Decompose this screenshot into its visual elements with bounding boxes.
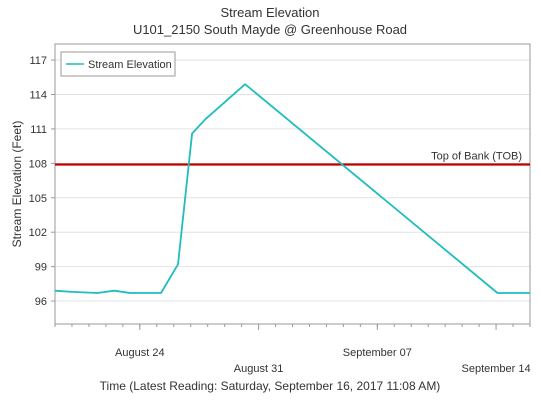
x-axis-label: Time (Latest Reading: Saturday, Septembe… (99, 379, 441, 393)
x-tick-label: September 14 (462, 363, 531, 375)
y-tick-label: 117 (29, 55, 47, 67)
y-axis-label: Stream Elevation (Feet) (10, 121, 24, 248)
chart-subtitle: U101_2150 South Mayde @ Greenhouse Road (132, 22, 408, 37)
y-tick-label: 108 (29, 158, 47, 170)
y-tick-label: 99 (35, 262, 47, 274)
y-tick-label: 114 (29, 89, 47, 101)
y-tick-label: 102 (29, 227, 47, 239)
legend: Stream Elevation (60, 51, 176, 77)
chart-title: Stream Elevation (220, 5, 320, 20)
y-tick-label: 96 (35, 296, 47, 308)
x-tick-label: August 31 (234, 363, 284, 375)
y-tick-label: 105 (29, 193, 47, 205)
x-tick-label: September 07 (343, 347, 412, 359)
y-tick-label: 111 (30, 124, 47, 136)
x-tick-label: August 24 (115, 347, 165, 359)
top-of-bank-label: Top of Bank (TOB) (431, 150, 522, 162)
series-line-stream-elevation (54, 83, 530, 294)
plot-area (54, 43, 531, 325)
legend-label: Stream Elevation (88, 59, 172, 71)
